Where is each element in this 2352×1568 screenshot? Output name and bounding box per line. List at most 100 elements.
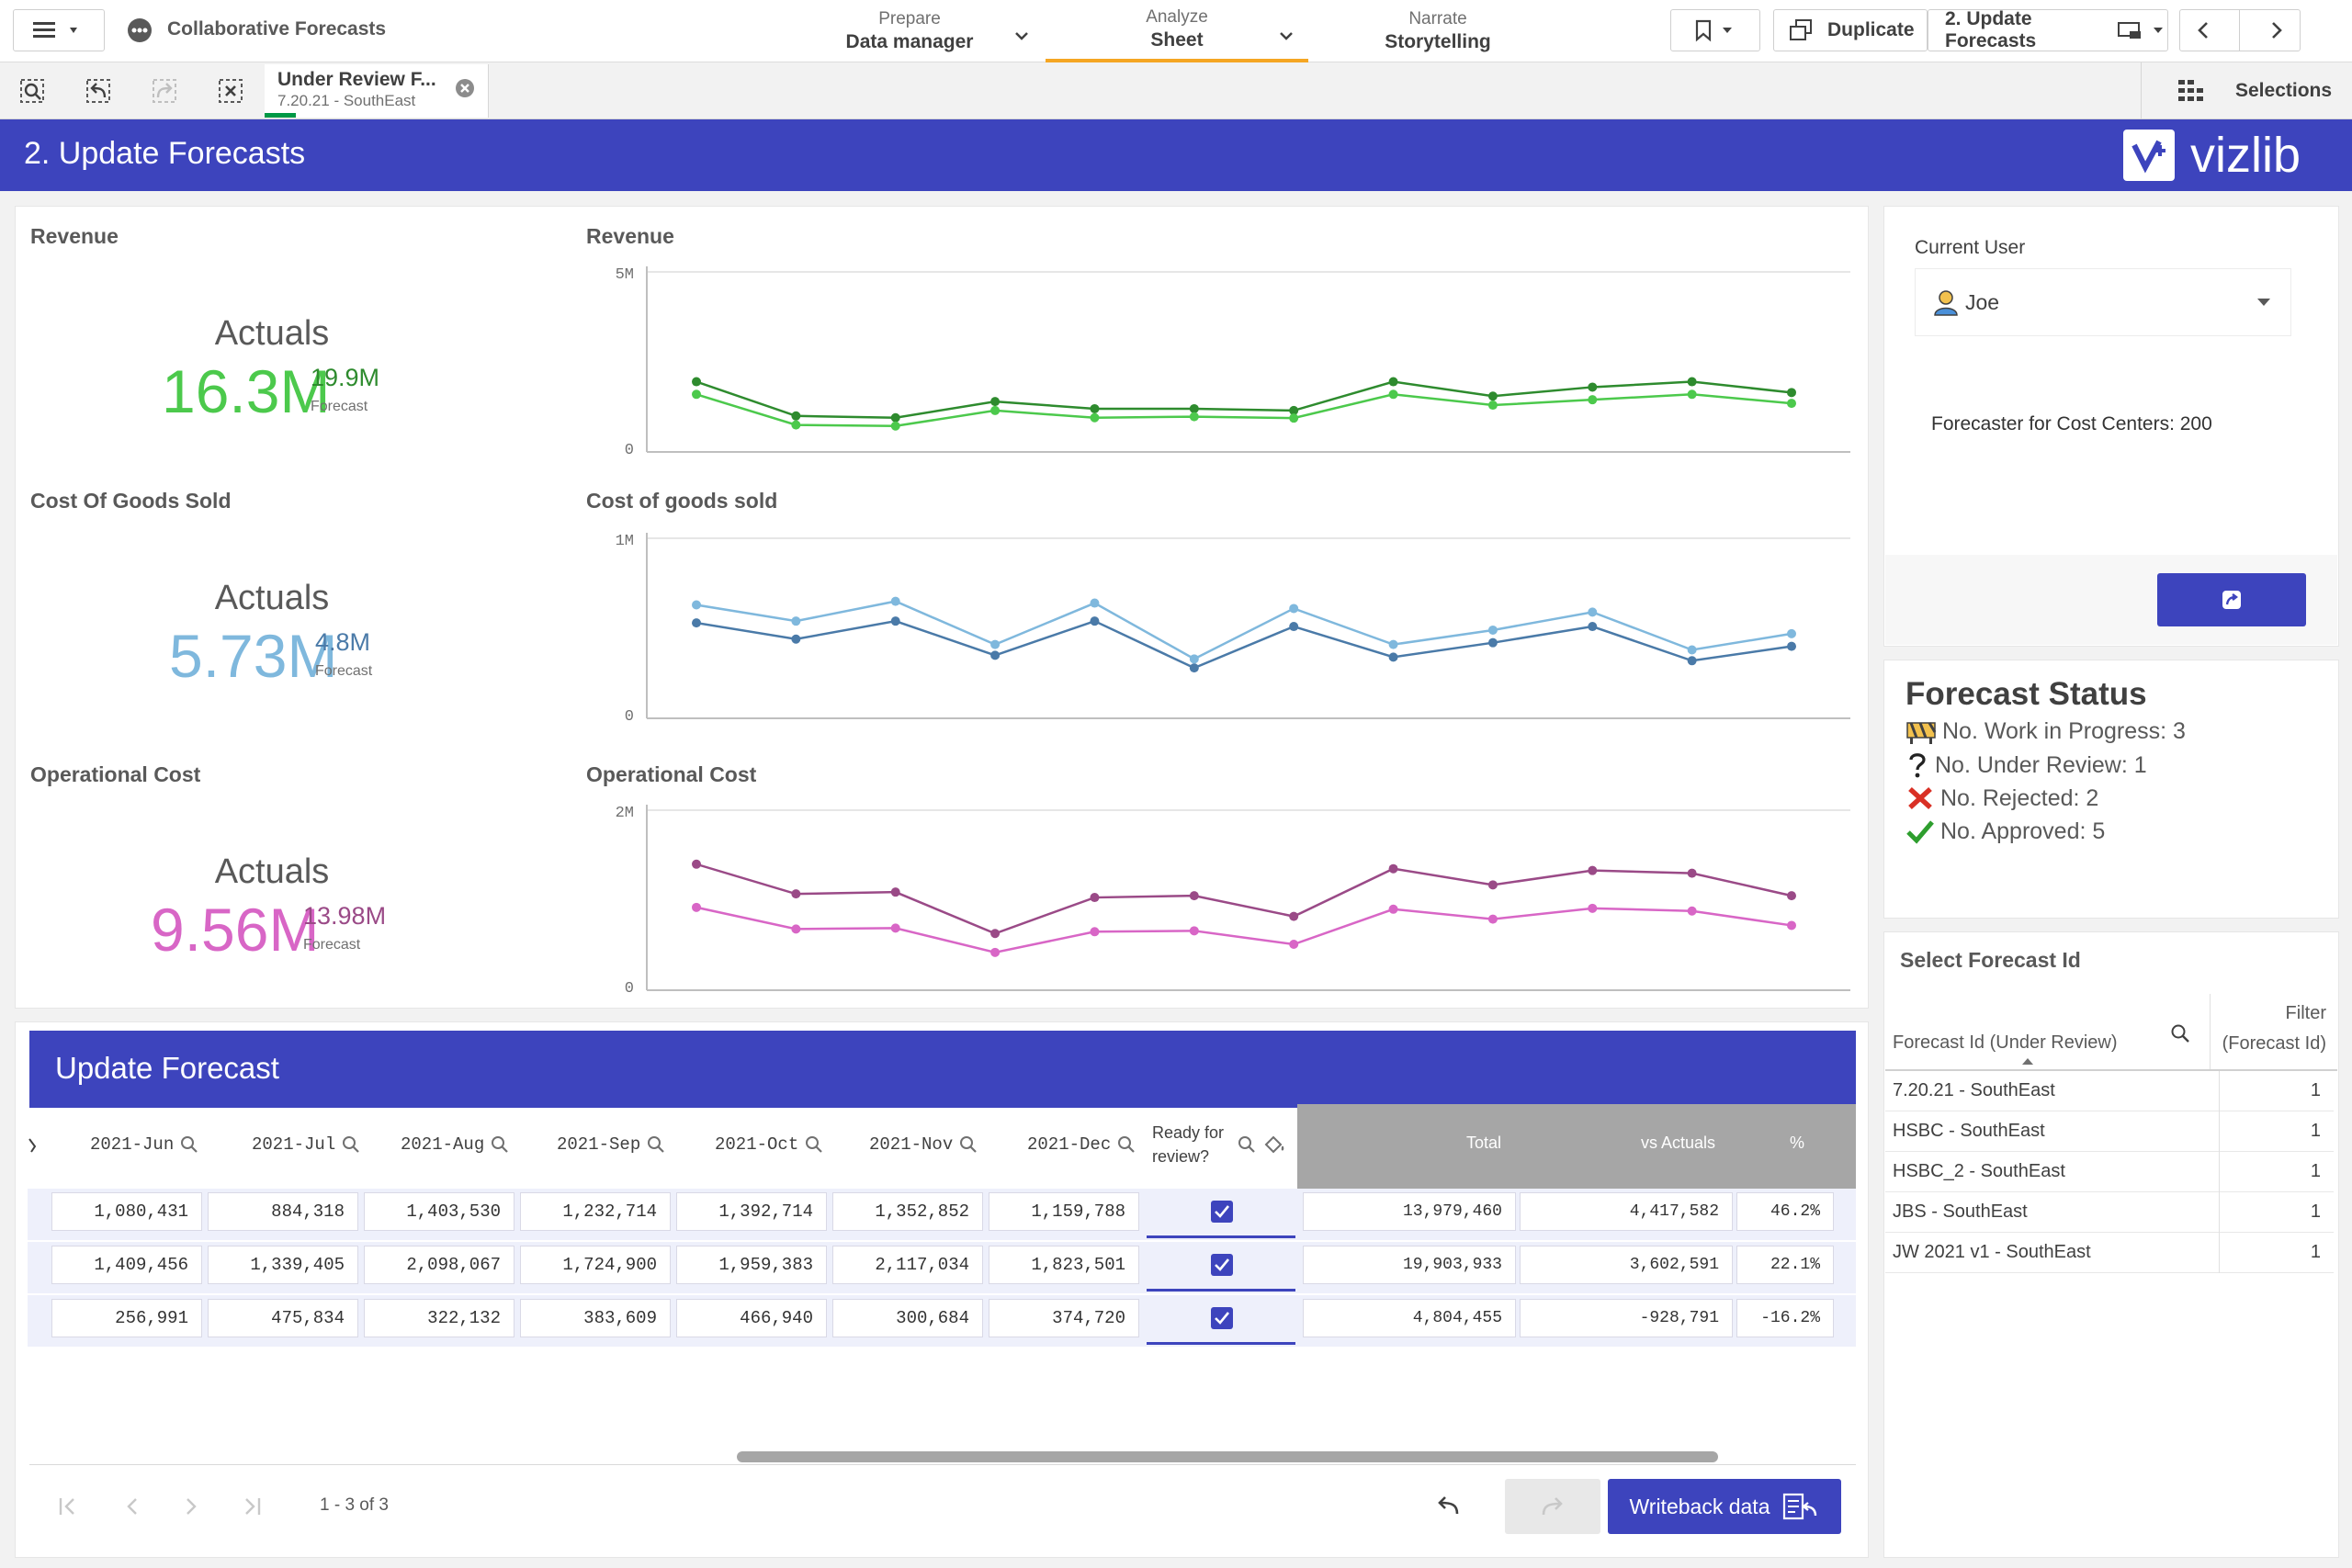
search-icon[interactable]: [1237, 1134, 1257, 1155]
forecast-input-cell[interactable]: 1,080,431: [51, 1192, 202, 1231]
search-icon[interactable]: [2170, 1023, 2190, 1043]
column-header-jul[interactable]: 2021-Jul: [252, 1111, 361, 1179]
first-page-icon[interactable]: [57, 1495, 79, 1517]
column-header-oct[interactable]: 2021-Oct: [715, 1111, 824, 1179]
forecast-input-cell[interactable]: 1,409,456: [51, 1246, 202, 1284]
data-point: [890, 596, 900, 606]
forecast-id-row[interactable]: HSBC - SouthEast 1: [1885, 1111, 2334, 1152]
next-sheet-icon[interactable]: [2267, 19, 2286, 41]
divider: [2239, 9, 2241, 51]
column-header-jun[interactable]: 2021-Jun: [90, 1111, 199, 1179]
sheet-selector[interactable]: 2. Update Forecasts: [1928, 8, 2168, 51]
last-page-icon[interactable]: [241, 1495, 263, 1517]
search-icon[interactable]: [804, 1134, 824, 1155]
ready-checkbox[interactable]: [1211, 1307, 1233, 1329]
column-header-aug[interactable]: 2021-Aug: [401, 1111, 510, 1179]
user-dropdown[interactable]: Joe: [1915, 268, 2291, 336]
close-icon[interactable]: [454, 77, 476, 99]
forecast-input-cell[interactable]: 1,959,383: [676, 1246, 827, 1284]
forecast-input-cell[interactable]: 466,940: [676, 1299, 827, 1337]
nav-narrate[interactable]: Narrate Storytelling: [1341, 0, 1534, 62]
forecast-input-cell[interactable]: 1,724,900: [520, 1246, 671, 1284]
previous-page-icon[interactable]: [121, 1495, 143, 1517]
duplicate-button[interactable]: Duplicate: [1773, 9, 1928, 51]
forecast-id-row[interactable]: HSBC_2 - SouthEast 1: [1885, 1151, 2334, 1192]
forecast-id-row[interactable]: 7.20.21 - SouthEast 1: [1885, 1070, 2334, 1111]
header-underline: [1885, 1069, 2337, 1071]
forecast-input-cell[interactable]: 2,117,034: [832, 1246, 983, 1284]
writeback-button[interactable]: Writeback data: [1608, 1479, 1841, 1534]
nav-prepare[interactable]: Prepare Data manager: [808, 0, 1011, 62]
forecast-input-cell[interactable]: 1,823,501: [989, 1246, 1139, 1284]
forecast-id-row[interactable]: JW 2021 v1 - SouthEast 1: [1885, 1232, 2334, 1273]
ready-checkbox[interactable]: [1211, 1254, 1233, 1276]
clear-selections-button[interactable]: [215, 75, 246, 107]
forecast-input-cell[interactable]: 884,318: [208, 1192, 358, 1231]
forecast-input-cell[interactable]: 475,834: [208, 1299, 358, 1337]
column-header-nov[interactable]: 2021-Nov: [869, 1111, 978, 1179]
forecast-input-cell[interactable]: 256,991: [51, 1299, 202, 1337]
main-menu-button[interactable]: [13, 9, 105, 51]
forecast-input-cell[interactable]: 1,339,405: [208, 1246, 358, 1284]
forecast-input-cell[interactable]: 1,392,714: [676, 1192, 827, 1231]
column-header-sep[interactable]: 2021-Sep: [557, 1111, 666, 1179]
column-header-ready[interactable]: Ready for review?: [1152, 1111, 1286, 1179]
data-point: [890, 421, 900, 431]
selection-chip[interactable]: Under Review F... 7.20.21 - SouthEast: [265, 64, 489, 118]
forecast-id-row[interactable]: JBS - SouthEast 1: [1885, 1191, 2334, 1233]
chevron-down-icon[interactable]: [1279, 31, 1294, 42]
fill-bucket-icon[interactable]: [1262, 1134, 1286, 1156]
row-divider: [2219, 1111, 2220, 1152]
forecast-input-cell[interactable]: 374,720: [989, 1299, 1139, 1337]
search-icon[interactable]: [28, 1135, 40, 1154]
data-point: [1588, 865, 1598, 875]
forecast-input-cell[interactable]: 2,098,067: [364, 1246, 514, 1284]
select-forecast-panel: [1883, 931, 2339, 1558]
search-icon[interactable]: [958, 1134, 978, 1155]
forecast-input-cell[interactable]: 1,159,788: [989, 1192, 1139, 1231]
smart-search-button[interactable]: [17, 75, 48, 107]
search-icon[interactable]: [1116, 1134, 1136, 1155]
nav-analyze[interactable]: Analyze Sheet: [1046, 0, 1308, 62]
next-page-icon[interactable]: [180, 1495, 202, 1517]
forecast-id-column-header[interactable]: Forecast Id (Under Review): [1893, 1032, 2118, 1053]
column-header-dec[interactable]: 2021-Dec: [1027, 1111, 1136, 1179]
step-forward-button[interactable]: [149, 75, 180, 107]
redo-button[interactable]: [1505, 1479, 1600, 1534]
chevron-down-icon[interactable]: [1014, 31, 1029, 42]
data-point: [1189, 891, 1199, 901]
forecast-input-cell[interactable]: 300,684: [832, 1299, 983, 1337]
forecast-input-cell[interactable]: 383,609: [520, 1299, 671, 1337]
filter-column-header[interactable]: Filter (Forecast Id): [2214, 1003, 2326, 1055]
selections-button[interactable]: Selections: [2141, 62, 2352, 119]
step-back-button[interactable]: [83, 75, 114, 107]
data-point: [1787, 891, 1796, 901]
undo-icon[interactable]: [1433, 1492, 1463, 1519]
forecast-input-cell[interactable]: 1,232,714: [520, 1192, 671, 1231]
ready-checkbox[interactable]: [1211, 1201, 1233, 1223]
search-icon[interactable]: [179, 1134, 199, 1155]
previous-sheet-icon[interactable]: [2194, 19, 2212, 41]
search-icon[interactable]: [646, 1134, 666, 1155]
data-point: [1787, 641, 1796, 651]
forecast-id-cell: 7.20.21 - SouthEast: [1893, 1080, 2055, 1100]
search-icon[interactable]: [341, 1134, 361, 1155]
bookmark-button[interactable]: [1670, 9, 1760, 51]
data-point: [990, 405, 1001, 415]
horizontal-scrollbar[interactable]: [737, 1451, 1718, 1462]
data-point: [1189, 654, 1199, 664]
selection-state-bar: [265, 113, 296, 118]
forecast-input-cell[interactable]: 1,403,530: [364, 1192, 514, 1231]
data-point: [1388, 904, 1398, 914]
column-header-label: 2021-Jun: [90, 1134, 175, 1155]
ready-header-line2: review?: [1152, 1147, 1210, 1166]
selections-grid-icon: [2178, 80, 2203, 101]
forecast-input-cell[interactable]: 322,132: [364, 1299, 514, 1337]
forecast-status-title: Forecast Status: [1905, 676, 2147, 712]
data-point: [1388, 639, 1398, 649]
open-link-button[interactable]: [2157, 573, 2306, 626]
y-tick-label: 0: [625, 980, 634, 998]
search-icon[interactable]: [490, 1134, 510, 1155]
data-point: [990, 397, 1001, 407]
forecast-input-cell[interactable]: 1,352,852: [832, 1192, 983, 1231]
